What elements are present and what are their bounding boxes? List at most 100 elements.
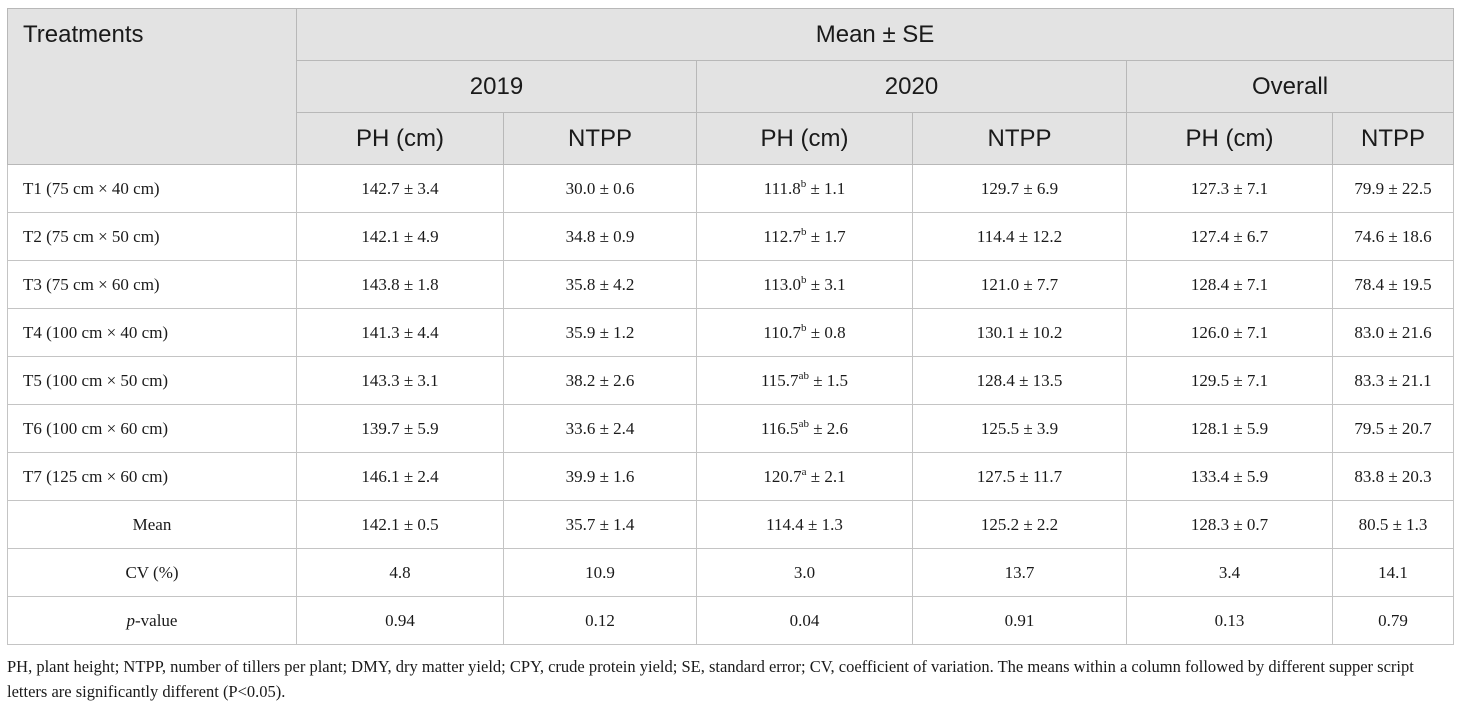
cell-value: 113.0 [763, 274, 802, 294]
table-row: T1 (75 cm × 40 cm) 142.7 ± 3.4 30.0 ± 0.… [7, 164, 1455, 213]
table-cell: 83.8 ± 20.3 [1331, 452, 1455, 501]
cell-value: 110.7 [763, 322, 802, 342]
table-cell: 127.3 ± 7.1 [1126, 164, 1333, 213]
cell-se: ± 2.6 [808, 418, 849, 438]
table-cell: 35.8 ± 4.2 [503, 260, 697, 309]
col-header-ntpp-2019: NTPP [503, 112, 697, 165]
table-cell: 128.4 ± 7.1 [1126, 260, 1333, 309]
p-italic: p [126, 610, 136, 630]
cell-se: ± 1.1 [806, 178, 846, 198]
table-cell: 112.7b ± 1.7 [696, 212, 913, 261]
table-cell: 78.4 ± 19.5 [1331, 260, 1455, 309]
table-cell: 114.4 ± 1.3 [696, 500, 913, 549]
table-cell: 130.1 ± 10.2 [912, 308, 1127, 357]
table-row: T5 (100 cm × 50 cm) 143.3 ± 3.1 38.2 ± 2… [7, 356, 1455, 405]
table-cell: 13.7 [912, 548, 1127, 597]
col-header-ph-overall: PH (cm) [1126, 112, 1333, 165]
table-cell: 143.3 ± 3.1 [296, 356, 504, 405]
table-cell: 116.5ab ± 2.6 [696, 404, 913, 453]
col-header-ph-2019: PH (cm) [296, 112, 504, 165]
significance-letter: b [800, 177, 807, 190]
table-row: T3 (75 cm × 60 cm) 143.8 ± 1.8 35.8 ± 4.… [7, 260, 1455, 309]
row-label: Mean [7, 500, 297, 549]
table-cell: 0.04 [696, 596, 913, 645]
cell-value: 115.7 [760, 370, 799, 390]
row-label: T5 (100 cm × 50 cm) [7, 356, 297, 405]
table-cell: 114.4 ± 12.2 [912, 212, 1127, 261]
table-cell: 30.0 ± 0.6 [503, 164, 697, 213]
table-cell: 0.94 [296, 596, 504, 645]
table-cell: 0.79 [1331, 596, 1455, 645]
table-cell: 113.0b ± 3.1 [696, 260, 913, 309]
table-row: T2 (75 cm × 50 cm) 142.1 ± 4.9 34.8 ± 0.… [7, 212, 1455, 261]
table-cell: 142.1 ± 0.5 [296, 500, 504, 549]
cell-value: 112.7 [763, 226, 802, 246]
cv-row: CV (%) 4.8 10.9 3.0 13.7 3.4 14.1 [7, 548, 1455, 597]
row-label: T4 (100 cm × 40 cm) [7, 308, 297, 357]
table-cell: 110.7b ± 0.8 [696, 308, 913, 357]
table-cell: 83.0 ± 21.6 [1331, 308, 1455, 357]
table-cell: 129.5 ± 7.1 [1126, 356, 1333, 405]
year-2020-header: 2020 [696, 60, 1127, 113]
table-cell: 10.9 [503, 548, 697, 597]
table-footnote: PH, plant height; NTPP, number of tiller… [7, 657, 1414, 701]
table-cell: 35.9 ± 1.2 [503, 308, 697, 357]
table-cell: 0.91 [912, 596, 1127, 645]
table-cell: 34.8 ± 0.9 [503, 212, 697, 261]
table-cell: 128.1 ± 5.9 [1126, 404, 1333, 453]
table-cell: 14.1 [1331, 548, 1455, 597]
significance-letter: b [801, 273, 807, 286]
table-cell: 125.5 ± 3.9 [912, 404, 1127, 453]
row-label: CV (%) [7, 548, 297, 597]
significance-letter: ab [798, 417, 809, 430]
table-cell: 0.12 [503, 596, 697, 645]
cell-value: 120.7 [763, 466, 802, 486]
significance-letter: b [801, 225, 807, 238]
table-cell: 83.3 ± 21.1 [1331, 356, 1455, 405]
cell-se: ± 3.1 [806, 274, 846, 294]
table-cell: 128.4 ± 13.5 [912, 356, 1127, 405]
cell-se: ± 1.5 [808, 370, 849, 390]
table-row: T4 (100 cm × 40 cm) 141.3 ± 4.4 35.9 ± 1… [7, 308, 1455, 357]
col-header-ph-2020: PH (cm) [696, 112, 913, 165]
table-cell: 115.7ab ± 1.5 [696, 356, 913, 405]
row-label: T3 (75 cm × 60 cm) [7, 260, 297, 309]
p-label-rest: -value [135, 610, 178, 630]
results-table: Treatments Mean ± SE 2019 2020 Overall P… [7, 8, 1455, 645]
table-cell: 142.1 ± 4.9 [296, 212, 504, 261]
table-row: T6 (100 cm × 60 cm) 139.7 ± 5.9 33.6 ± 2… [7, 404, 1455, 453]
significance-letter: b [801, 321, 807, 334]
table-cell: 125.2 ± 2.2 [912, 500, 1127, 549]
table-cell: 139.7 ± 5.9 [296, 404, 504, 453]
table-cell: 3.4 [1126, 548, 1333, 597]
cell-se: ± 1.7 [806, 226, 846, 246]
row-label: T7 (125 cm × 60 cm) [7, 452, 297, 501]
table-cell: 126.0 ± 7.1 [1126, 308, 1333, 357]
table-cell: 4.8 [296, 548, 504, 597]
table-cell: 120.7a ± 2.1 [696, 452, 913, 501]
row-label: T1 (75 cm × 40 cm) [7, 164, 297, 213]
row-label: T6 (100 cm × 60 cm) [7, 404, 297, 453]
table-cell: 146.1 ± 2.4 [296, 452, 504, 501]
table-row: T7 (125 cm × 60 cm) 146.1 ± 2.4 39.9 ± 1… [7, 452, 1455, 501]
table-cell: 128.3 ± 0.7 [1126, 500, 1333, 549]
significance-letter: ab [798, 369, 809, 382]
pvalue-row: p-value 0.94 0.12 0.04 0.91 0.13 0.79 [7, 596, 1455, 645]
cell-value: 116.5 [760, 418, 799, 438]
table-cell: 143.8 ± 1.8 [296, 260, 504, 309]
table-cell: 0.13 [1126, 596, 1333, 645]
row-label: T2 (75 cm × 50 cm) [7, 212, 297, 261]
overall-header: Overall [1125, 60, 1455, 113]
mean-row: Mean 142.1 ± 0.5 35.7 ± 1.4 114.4 ± 1.3 … [7, 500, 1455, 549]
treatments-header: Treatments [7, 8, 297, 165]
table-cell: 142.7 ± 3.4 [296, 164, 504, 213]
table-cell: 127.4 ± 6.7 [1126, 212, 1333, 261]
table-cell: 33.6 ± 2.4 [503, 404, 697, 453]
table-cell: 127.5 ± 11.7 [912, 452, 1127, 501]
table-cell: 39.9 ± 1.6 [503, 452, 697, 501]
table-cell: 38.2 ± 2.6 [503, 356, 697, 405]
col-header-ntpp-2020: NTPP [912, 112, 1127, 165]
table-cell: 79.9 ± 22.5 [1331, 164, 1455, 213]
cell-se: ± 0.8 [806, 322, 846, 342]
mean-se-header: Mean ± SE [295, 8, 1455, 61]
